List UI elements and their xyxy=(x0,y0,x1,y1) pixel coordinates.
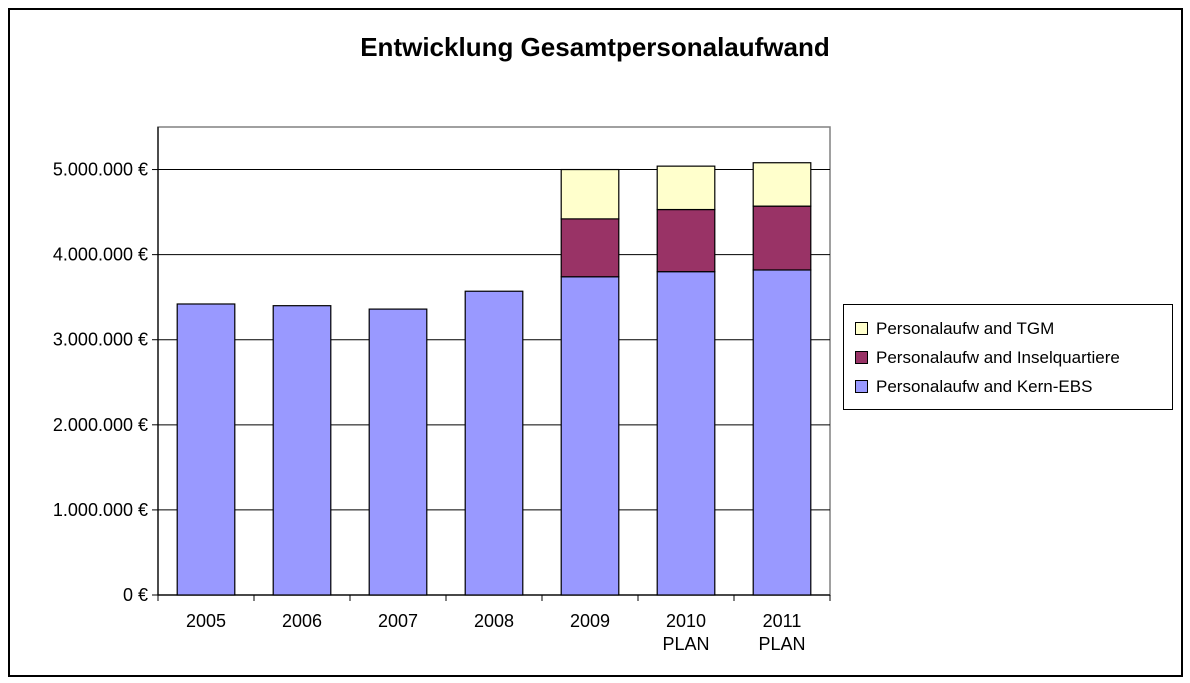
legend-swatch xyxy=(855,351,868,364)
bar-2009-series-2 xyxy=(560,168,620,220)
bar-2010-series-0 xyxy=(656,271,716,596)
chart-title: Entwicklung Gesamtpersonalaufwand xyxy=(360,32,830,62)
x-tick-label: 2008 xyxy=(474,611,514,631)
chart-legend: Personalaufw and TGM Personalaufw and Ins… xyxy=(843,304,1173,410)
x-tick-label: 2009 xyxy=(570,611,610,631)
legend-swatch xyxy=(855,380,868,393)
y-tick-label: 5.000.000 € xyxy=(53,160,148,180)
legend-label: Personalaufw and TGM xyxy=(876,318,1055,338)
x-tick-label: 2010 xyxy=(666,611,706,631)
bar-2009-series-0 xyxy=(560,276,620,596)
y-tick-label: 2.000.000 € xyxy=(53,415,148,435)
x-tick-label: PLAN xyxy=(758,634,805,654)
legend-item: Personalaufw and Kern-EBS xyxy=(844,372,1172,401)
bar-2006-series-0 xyxy=(272,305,332,596)
legend-swatch xyxy=(855,322,868,335)
bar-2008-series-0 xyxy=(464,290,524,596)
x-tick-label: 2011 xyxy=(763,611,802,631)
legend-label: Personalaufw and Kern-EBS xyxy=(876,376,1093,396)
bar-2009-series-1 xyxy=(560,218,620,278)
x-tick-label: PLAN xyxy=(662,634,709,654)
bar-2005-series-0 xyxy=(176,303,236,596)
y-tick-label: 3.000.000 € xyxy=(53,330,148,350)
bar-2010-series-1 xyxy=(656,208,716,273)
legend-item: Personalaufw and TGM xyxy=(844,314,1172,343)
bar-2010-series-2 xyxy=(656,165,716,211)
y-tick-label: 0 € xyxy=(123,585,148,605)
bar-2007-series-0 xyxy=(368,308,428,596)
x-tick-label: 2007 xyxy=(378,611,418,631)
bar-2011-series-0 xyxy=(752,269,812,596)
y-tick-label: 1.000.000 € xyxy=(53,500,148,520)
legend-label: Personalaufw and Inselquartiere xyxy=(876,347,1120,367)
x-tick-label: 2006 xyxy=(282,611,322,631)
bar-2011-series-1 xyxy=(752,205,812,271)
x-tick-label: 2005 xyxy=(186,611,226,631)
y-tick-label: 4.000.000 € xyxy=(53,245,148,265)
legend-item: Personalaufw and Inselquartiere xyxy=(844,343,1172,372)
bar-2011-series-2 xyxy=(752,162,812,207)
